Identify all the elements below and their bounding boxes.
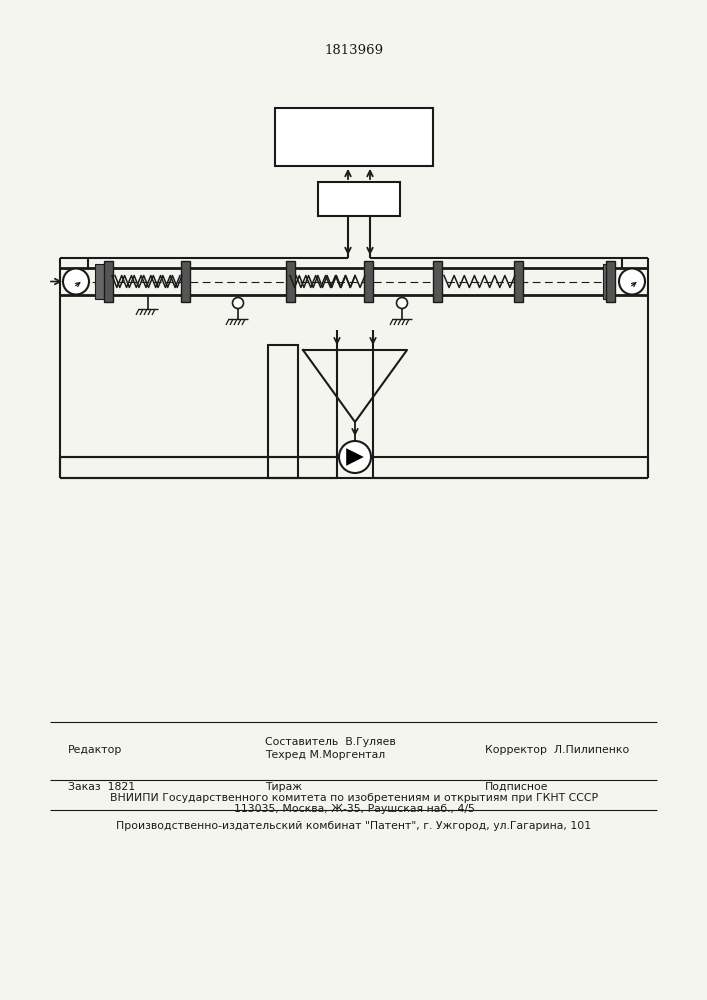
Text: Корректор  Л.Пилипенко: Корректор Л.Пилипенко [485,745,629,755]
Bar [268,345,298,478]
Bar [104,261,113,302]
Bar [275,108,433,166]
Bar [364,261,373,302]
Bar [286,261,295,302]
Circle shape [619,268,645,294]
Text: Производственно-издательский комбинат "Патент", г. Ужгород, ул.Гагарина, 101: Производственно-издательский комбинат "П… [117,821,592,831]
Bar [181,261,190,302]
Text: Редактор: Редактор [68,745,122,755]
Circle shape [233,298,243,308]
Text: Тираж: Тираж [265,782,302,792]
Bar [318,182,400,216]
Text: ВНИИПИ Государственного комитета по изобретениям и открытиям при ГКНТ СССР: ВНИИПИ Государственного комитета по изоб… [110,793,598,803]
Bar [603,264,613,299]
Text: 113035, Москва, Ж-35, Раушская наб., 4/5: 113035, Москва, Ж-35, Раушская наб., 4/5 [233,804,474,814]
Bar [433,261,442,302]
Text: 1813969: 1813969 [325,43,384,56]
Bar [95,264,105,299]
Bar [606,261,615,302]
Text: Техред М.Моргентал: Техред М.Моргентал [265,750,385,760]
Text: Подписное: Подписное [485,782,549,792]
Bar [514,261,523,302]
Text: Заказ  1821: Заказ 1821 [68,782,135,792]
Polygon shape [346,448,364,466]
Circle shape [397,298,407,308]
Text: Составитель  В.Гуляев: Составитель В.Гуляев [265,737,396,747]
Circle shape [339,441,371,473]
Circle shape [63,268,89,294]
